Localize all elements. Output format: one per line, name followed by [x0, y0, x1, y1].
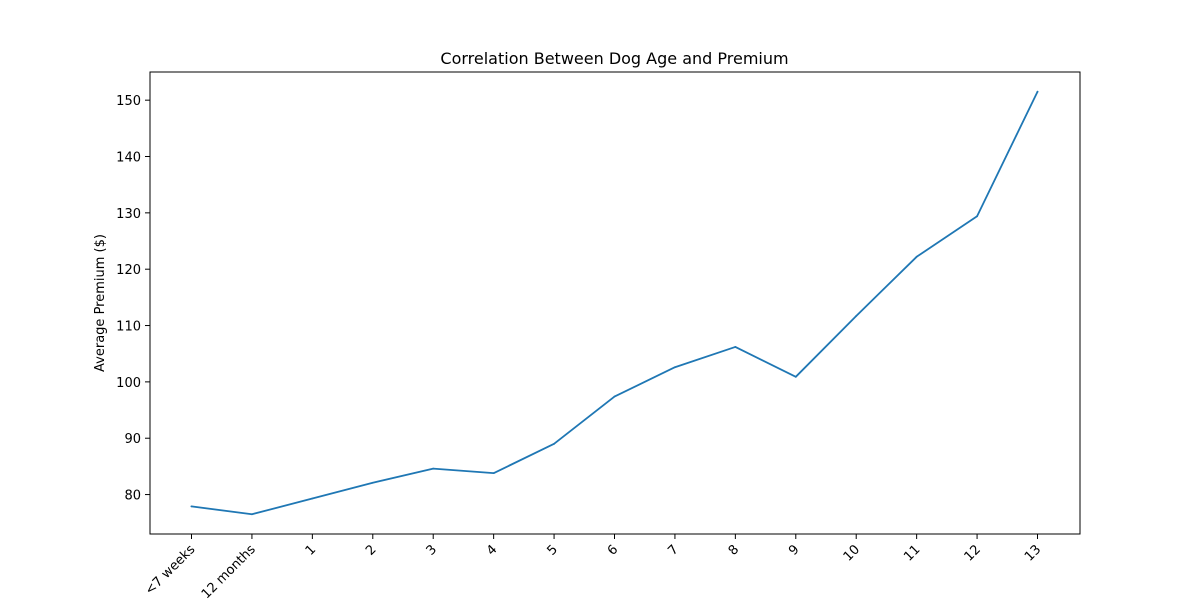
data-point — [251, 513, 253, 516]
x-tick-label: 8 — [726, 542, 742, 558]
x-tick-label: 5 — [544, 542, 560, 558]
data-point — [371, 481, 374, 484]
data-point — [855, 315, 858, 317]
data-point — [794, 375, 797, 378]
y-tick-label: 140 — [116, 151, 141, 166]
data-point — [311, 497, 314, 500]
x-tick-label: 10 — [841, 542, 863, 564]
x-tick-label: 13 — [1022, 542, 1044, 564]
data-point — [613, 395, 616, 398]
x-tick-label: 11 — [901, 542, 923, 564]
series-group — [190, 90, 1039, 516]
data-point — [734, 346, 737, 348]
x-tick-label: 9 — [786, 542, 802, 558]
data-point — [553, 442, 555, 445]
data-point — [915, 255, 918, 258]
x-tick-label: 6 — [605, 542, 621, 558]
x-tick-label: <7 weeks — [142, 542, 198, 598]
data-point — [432, 467, 435, 470]
x-tick-label: 1 — [303, 542, 319, 558]
series-line — [190, 90, 1039, 516]
x-tick-label: 12 — [962, 542, 984, 564]
x-tick-label: 7 — [665, 542, 681, 558]
y-tick-label: 100 — [116, 376, 141, 391]
data-point — [190, 505, 193, 508]
x-axis-ticks: <7 weeks 12 months 1 2 3 4 5 6 7 8 9 10 11 12 13 — [142, 534, 1044, 600]
x-tick-label: 12 months — [199, 542, 259, 600]
x-tick-label: 3 — [424, 542, 440, 558]
y-tick-label: 80 — [124, 489, 141, 504]
data-point — [1036, 90, 1039, 93]
y-tick-label: 150 — [116, 94, 141, 109]
x-tick-label: 4 — [484, 542, 500, 558]
chart-title: Correlation Between Dog Age and Premium — [440, 49, 788, 68]
data-point — [674, 366, 676, 369]
x-tick-label: 2 — [363, 542, 379, 558]
y-tick-label: 90 — [124, 432, 141, 447]
y-axis-ticks: 80 90 100 110 120 130 140 150 — [116, 94, 150, 504]
y-tick-label: 110 — [116, 320, 141, 335]
data-point — [492, 472, 495, 475]
plot-frame — [149, 71, 1081, 535]
y-axis-label: Average Premium ($) — [93, 234, 108, 372]
data-point — [976, 215, 978, 218]
y-tick-label: 120 — [116, 263, 141, 278]
y-tick-label: 130 — [116, 207, 141, 222]
